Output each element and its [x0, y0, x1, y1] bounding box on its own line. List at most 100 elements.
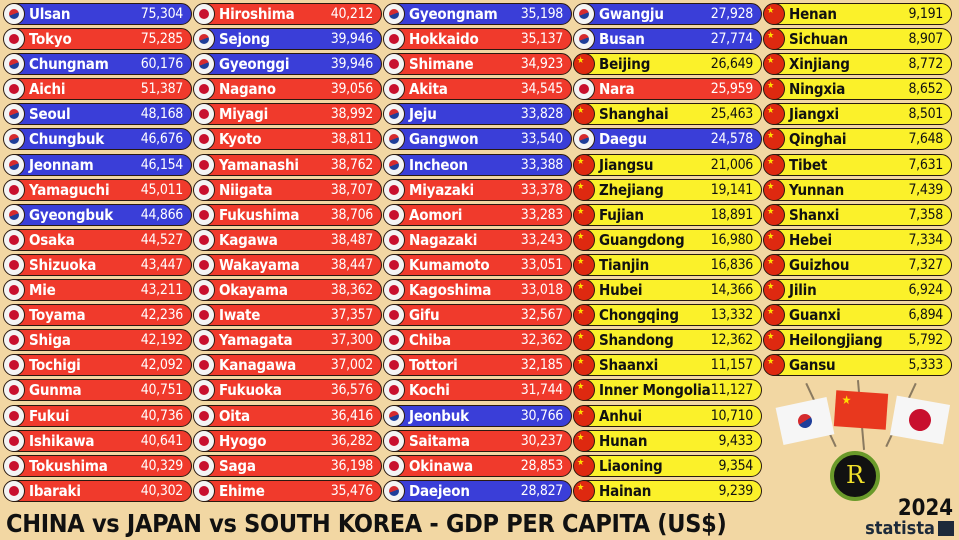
table-row: Miyagi 38,992 — [193, 103, 382, 126]
region-name: Inner Mongolia — [599, 381, 711, 400]
japan-flag-icon — [193, 178, 215, 201]
gdp-value: 7,327 — [908, 256, 943, 273]
region-name: Miyagi — [219, 105, 269, 124]
region-name: Aomori — [409, 205, 463, 224]
south-korea-flag-icon — [3, 203, 25, 226]
region-name: Nara — [599, 80, 635, 99]
gdp-value: 25,463 — [710, 106, 754, 123]
region-name: Fujian — [599, 205, 644, 224]
table-row: Guizhou 7,327 — [763, 253, 952, 276]
japan-flag-icon — [383, 304, 405, 327]
region-name: Hokkaido — [409, 30, 479, 49]
gdp-value: 75,285 — [140, 31, 184, 48]
china-flag-icon — [763, 279, 785, 302]
table-row: Shimane 34,923 — [383, 53, 572, 76]
table-row: Gifu 32,567 — [383, 304, 572, 327]
china-flag-icon — [573, 228, 595, 251]
gdp-value: 44,527 — [140, 231, 184, 248]
table-row: Heilongjiang 5,792 — [763, 329, 952, 352]
table-row: Jeju 33,828 — [383, 103, 572, 126]
region-name: Shizuoka — [29, 255, 97, 274]
region-name: Anhui — [599, 406, 642, 425]
region-name: Shanxi — [789, 205, 840, 224]
region-name: Jiangsu — [599, 155, 654, 174]
china-flag-icon — [763, 228, 785, 251]
japan-flag-icon — [383, 429, 405, 452]
region-name: Kagoshima — [409, 281, 492, 300]
region-name: Hebei — [789, 230, 832, 249]
table-row: Tianjin 16,836 — [573, 253, 762, 276]
japan-flag-icon — [3, 354, 25, 377]
table-row: Akita 34,545 — [383, 78, 572, 101]
table-row: Gangwon 33,540 — [383, 128, 572, 151]
table-row: Sichuan 8,907 — [763, 28, 952, 51]
gdp-value: 39,946 — [330, 31, 374, 48]
table-row: Fukui 40,736 — [3, 404, 192, 427]
china-flag-icon — [763, 178, 785, 201]
table-row: Shiga 42,192 — [3, 329, 192, 352]
table-row: Gansu 5,333 — [763, 354, 952, 377]
region-name: Fukuoka — [219, 381, 282, 400]
region-name: Liaoning — [599, 456, 663, 475]
table-row: Ehime 35,476 — [193, 479, 382, 502]
japan-flag-icon — [383, 379, 405, 402]
japan-flag-icon — [3, 178, 25, 201]
south-korea-flag-icon — [383, 479, 405, 502]
gdp-value: 36,576 — [330, 382, 374, 399]
gdp-value: 38,762 — [330, 156, 374, 173]
japan-flag-icon — [383, 178, 405, 201]
ranking-column: Gyeongnam 35,198 Hokkaido 35,137 Shimane 34,9… — [383, 3, 572, 505]
table-row: Chungbuk 46,676 — [3, 128, 192, 151]
china-flag-icon — [763, 253, 785, 276]
region-name: Sejong — [219, 30, 270, 49]
south-korea-flag-icon — [3, 103, 25, 126]
japan-flag-icon — [3, 228, 25, 251]
china-flag-icon — [573, 178, 595, 201]
japan-flag-icon — [193, 128, 215, 151]
year-label: 2024 — [897, 496, 953, 521]
region-name: Osaka — [29, 230, 75, 249]
table-row: Jiangxi 8,501 — [763, 103, 952, 126]
gdp-value: 21,006 — [710, 156, 754, 173]
table-row: Henan 9,191 — [763, 3, 952, 25]
japan-flag-icon — [193, 429, 215, 452]
china-flag-icon — [573, 304, 595, 327]
japan-flag-icon — [193, 279, 215, 302]
china-flag-icon — [833, 390, 889, 430]
japan-flag-icon — [383, 228, 405, 251]
region-name: Tokyo — [29, 30, 72, 49]
gdp-value: 8,652 — [908, 81, 943, 98]
region-name: Yamaguchi — [29, 180, 110, 199]
table-row: Incheon 33,388 — [383, 153, 572, 176]
table-row: Beijing 26,649 — [573, 53, 762, 76]
gdp-value: 5,792 — [908, 332, 943, 349]
south-korea-flag-icon — [383, 103, 405, 126]
gdp-value: 32,567 — [520, 307, 564, 324]
gdp-value: 28,853 — [520, 457, 564, 474]
china-flag-icon — [573, 329, 595, 352]
gdp-value: 51,387 — [140, 81, 184, 98]
japan-flag-icon — [383, 329, 405, 352]
japan-flag-icon — [3, 28, 25, 51]
table-row: Ibaraki 40,302 — [3, 479, 192, 502]
region-name: Jeonbuk — [409, 406, 469, 425]
japan-flag-icon — [193, 454, 215, 477]
table-row: Guangdong 16,980 — [573, 228, 762, 251]
region-name: Busan — [599, 30, 645, 49]
region-name: Hyogo — [219, 431, 267, 450]
region-name: Daegu — [599, 130, 647, 149]
table-row: Shizuoka 43,447 — [3, 253, 192, 276]
table-row: Hyogo 36,282 — [193, 429, 382, 452]
gdp-value: 38,706 — [330, 206, 374, 223]
gdp-value: 34,923 — [520, 56, 564, 73]
japan-flag-icon — [3, 454, 25, 477]
japan-flag-icon — [3, 253, 25, 276]
gdp-value: 9,354 — [718, 457, 753, 474]
table-row: Hubei 14,366 — [573, 279, 762, 302]
table-row: Mie 43,211 — [3, 279, 192, 302]
south-korea-flag-icon — [573, 3, 595, 25]
region-name: Guizhou — [789, 255, 850, 274]
region-name: Ehime — [219, 481, 265, 500]
china-flag-icon — [573, 253, 595, 276]
gdp-value: 46,154 — [140, 156, 184, 173]
